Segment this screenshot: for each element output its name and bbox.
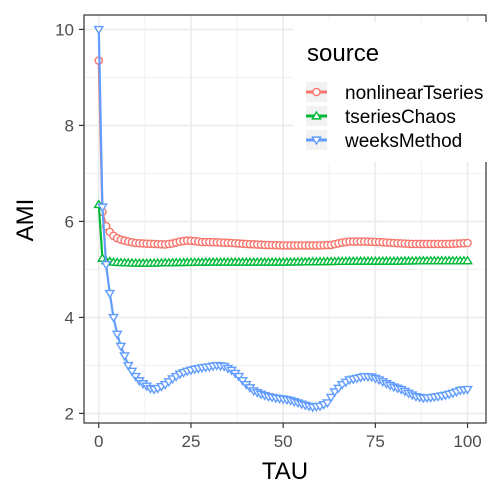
data-point-weeksmethod [93,25,105,35]
series-tserieschaos [93,199,473,267]
data-point-weeksmethod [322,399,333,409]
panel-border [83,14,487,424]
x-tick-label: 25 [181,432,200,451]
x-tick-label: 75 [366,432,385,451]
series-nonlineartseries [94,56,472,250]
legend-key-marker [311,110,322,120]
legend-label: tseriesChaos [345,107,456,128]
x-axis-title: TAU [262,458,308,485]
legend-background [293,22,500,162]
data-point-nonlineartseries [463,238,472,248]
data-point-weeksmethod [97,203,108,213]
data-point-weeksmethod [104,289,116,299]
y-axis-ticks: 2 4 6 8 10 [55,20,84,423]
data-point-weeksmethod [115,342,127,352]
y-tick-label: 8 [65,116,74,135]
legend-items: nonlinearTseries tseriesChaos weeksMethod [306,82,483,152]
data-point-weeksmethod [111,330,123,340]
y-axis-title: AMI [12,199,39,242]
data-point-weeksmethod [119,352,130,362]
data-point-weeksmethod [462,385,473,395]
y-tick-label: 6 [65,212,74,231]
data-point-weeksmethod [122,361,134,371]
legend: source nonlinearTseries tseriesChaos weeks… [293,22,500,162]
y-tick-label: 10 [55,20,74,39]
data-point-weeksmethod [325,393,337,403]
series-layer [93,25,473,413]
legend-title: source [307,40,379,67]
data-point-weeksmethod [108,313,119,323]
legend-item-weeksmethod: weeksMethod [306,130,462,152]
y-tick-label: 2 [65,404,74,423]
data-point-tserieschaos [462,255,473,265]
legend-item-tserieschaos: tseriesChaos [306,106,456,128]
data-point-weeksmethod [100,261,112,270]
x-tick-label: 50 [274,432,293,451]
legend-label: weeksMethod [344,131,462,152]
x-axis-ticks: 0 25 50 75 100 [94,423,482,451]
series-weeksmethod [93,25,473,413]
y-tick-label: 4 [65,308,74,327]
legend-item-nonlineartseries: nonlinearTseries [306,82,483,104]
x-tick-label: 0 [94,432,103,451]
legend-key-marker [311,136,322,146]
data-point-weeksmethod [126,367,138,377]
legend-key-marker [312,87,321,97]
data-point-weeksmethod [130,372,142,382]
legend-label: nonlinearTseries [345,83,483,104]
x-tick-label: 100 [453,432,481,451]
